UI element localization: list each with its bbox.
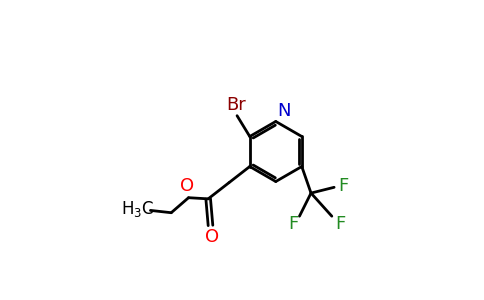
Text: N: N [277,102,290,120]
Text: F: F [288,215,298,233]
Text: F: F [335,215,346,233]
Text: Br: Br [226,96,246,114]
Text: O: O [181,177,195,195]
Text: O: O [205,227,219,245]
Text: H$_3$C: H$_3$C [121,199,154,219]
Text: F: F [338,177,348,195]
